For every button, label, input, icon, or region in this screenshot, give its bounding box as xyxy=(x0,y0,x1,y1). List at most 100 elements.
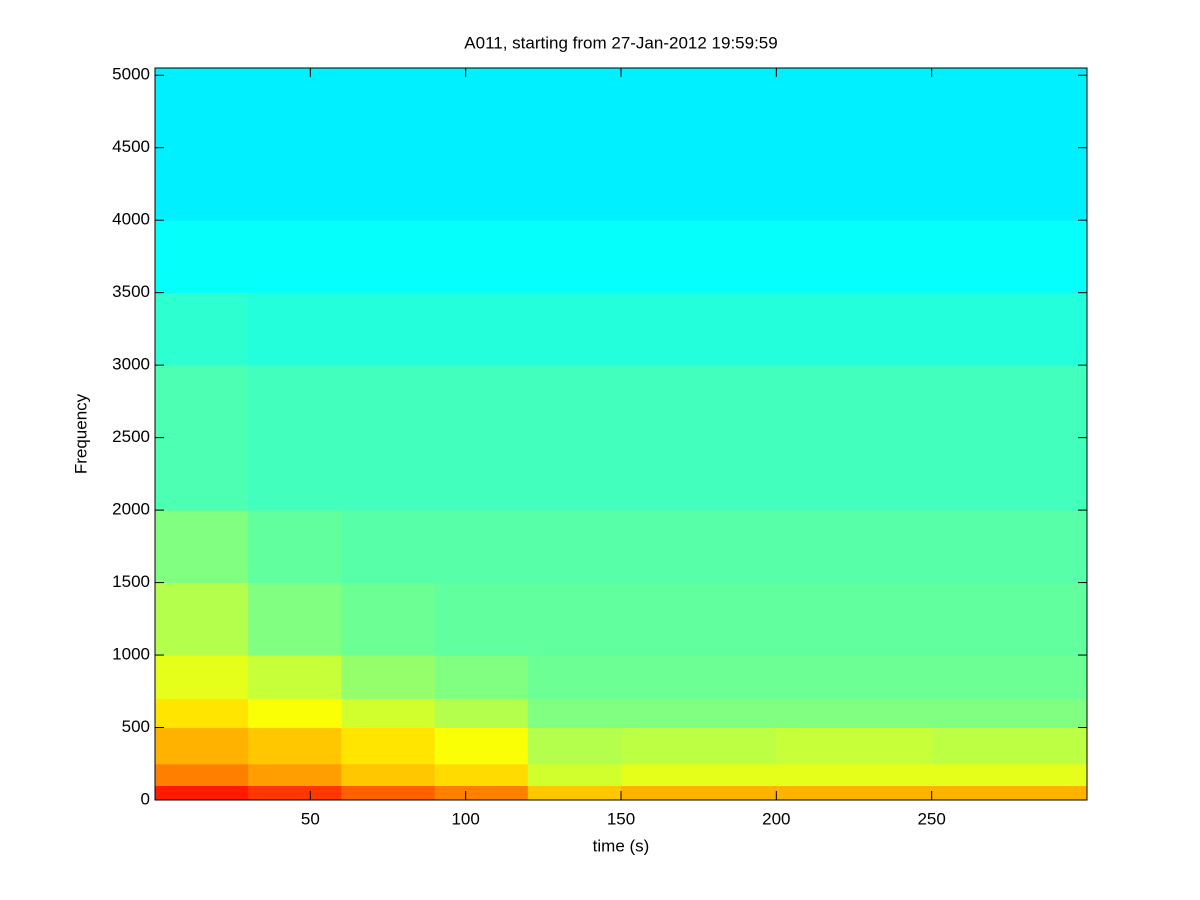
heatmap-cell xyxy=(527,785,622,801)
heatmap-cell xyxy=(434,582,529,656)
heatmap-cell xyxy=(527,655,622,700)
heatmap-cell xyxy=(341,292,436,366)
heatmap-cell xyxy=(931,68,1088,221)
heatmap-cell xyxy=(155,763,249,787)
y-tick-label: 0 xyxy=(141,789,150,808)
heatmap-cell xyxy=(248,698,342,729)
heatmap-cell xyxy=(341,220,436,294)
heatmap-cell xyxy=(776,763,933,787)
heatmap-cell xyxy=(155,292,249,366)
heatmap-cell xyxy=(248,220,342,294)
x-tick-label: 100 xyxy=(451,809,479,828)
heatmap-cell xyxy=(527,698,622,729)
heatmap-cell xyxy=(931,727,1088,765)
heatmap-cell xyxy=(341,510,436,584)
heatmap-cell xyxy=(341,655,436,700)
y-axis-label: Frequency xyxy=(71,393,90,474)
heatmap-cell xyxy=(248,763,342,787)
heatmap-cell xyxy=(776,68,933,221)
heatmap-cell xyxy=(621,763,777,787)
heatmap-cell xyxy=(341,698,436,729)
heatmap-cell xyxy=(248,365,342,511)
heatmap-cell xyxy=(776,698,933,729)
heatmap-cell xyxy=(155,785,249,801)
heatmap-cell xyxy=(931,510,1088,584)
heatmap-cell xyxy=(931,785,1088,801)
heatmap-cell xyxy=(776,365,933,511)
heatmap-cell xyxy=(527,220,622,294)
heatmap-cell xyxy=(776,785,933,801)
y-tick-label: 1500 xyxy=(112,572,150,591)
heatmap-cell xyxy=(527,763,622,787)
heatmap-cell xyxy=(248,68,342,221)
x-tick-label: 250 xyxy=(917,809,945,828)
heatmap-cell xyxy=(621,698,777,729)
heatmap-cell xyxy=(248,655,342,700)
heatmap-cell xyxy=(155,727,249,765)
heatmap-cell xyxy=(155,655,249,700)
heatmap-cell xyxy=(527,510,622,584)
heatmap-cell xyxy=(248,727,342,765)
heatmap-cell xyxy=(248,582,342,656)
heatmap-cell xyxy=(341,68,436,221)
y-tick-label: 1000 xyxy=(112,645,150,664)
heatmap-cell xyxy=(341,763,436,787)
heatmap-cell xyxy=(248,510,342,584)
heatmap-cell xyxy=(621,292,777,366)
heatmap-cell xyxy=(621,655,777,700)
x-tick-label: 200 xyxy=(762,809,790,828)
heatmap-cell xyxy=(527,727,622,765)
heatmap-cell xyxy=(341,785,436,801)
heatmap-cell xyxy=(434,510,529,584)
heatmap-cell xyxy=(621,220,777,294)
y-tick-label: 2000 xyxy=(112,500,150,519)
heatmap-cell xyxy=(776,510,933,584)
heatmap-cell xyxy=(434,698,529,729)
heatmap-cell xyxy=(434,727,529,765)
heatmap-cell xyxy=(341,365,436,511)
heatmap-cell xyxy=(434,785,529,801)
heatmap-cell xyxy=(931,698,1088,729)
heatmap-cell xyxy=(341,727,436,765)
y-tick-label: 5000 xyxy=(112,65,150,84)
heatmap-cell xyxy=(341,582,436,656)
heatmap-cell xyxy=(248,292,342,366)
heatmap-cell xyxy=(434,68,529,221)
heatmap-cell xyxy=(155,68,249,221)
heatmap-cell xyxy=(931,220,1088,294)
heatmap-cell xyxy=(434,365,529,511)
heatmap-cell xyxy=(527,582,622,656)
heatmap-cell xyxy=(931,763,1088,787)
heatmap-cell xyxy=(621,68,777,221)
heatmap-cell xyxy=(621,365,777,511)
heatmap-cell xyxy=(155,510,249,584)
heatmap-cell xyxy=(155,365,249,511)
heatmap-cell xyxy=(776,582,933,656)
heatmap-cell xyxy=(155,582,249,656)
heatmap-cell xyxy=(434,292,529,366)
heatmap-cell xyxy=(931,365,1088,511)
heatmap-cell xyxy=(776,727,933,765)
heatmap-cell xyxy=(776,655,933,700)
heatmap-cell xyxy=(776,220,933,294)
heatmap-cell xyxy=(248,785,342,801)
heatmap-cell xyxy=(621,510,777,584)
x-tick-label: 150 xyxy=(607,809,635,828)
y-tick-label: 2500 xyxy=(112,427,150,446)
heatmap-cell xyxy=(621,582,777,656)
heatmap-cell xyxy=(931,655,1088,700)
chart-title: A011, starting from 27-Jan-2012 19:59:59 xyxy=(464,33,777,52)
heatmap-cell xyxy=(434,763,529,787)
heatmap-cell xyxy=(434,220,529,294)
heatmap-cell xyxy=(155,220,249,294)
heatmap-cell xyxy=(527,365,622,511)
heatmap-cell xyxy=(931,582,1088,656)
y-tick-label: 500 xyxy=(122,717,150,736)
heatmap-cell xyxy=(776,292,933,366)
heatmap-cell xyxy=(434,655,529,700)
y-tick-label: 3000 xyxy=(112,355,150,374)
x-axis-label: time (s) xyxy=(593,836,650,855)
heatmap-cell xyxy=(527,68,622,221)
heatmap-cell xyxy=(527,292,622,366)
